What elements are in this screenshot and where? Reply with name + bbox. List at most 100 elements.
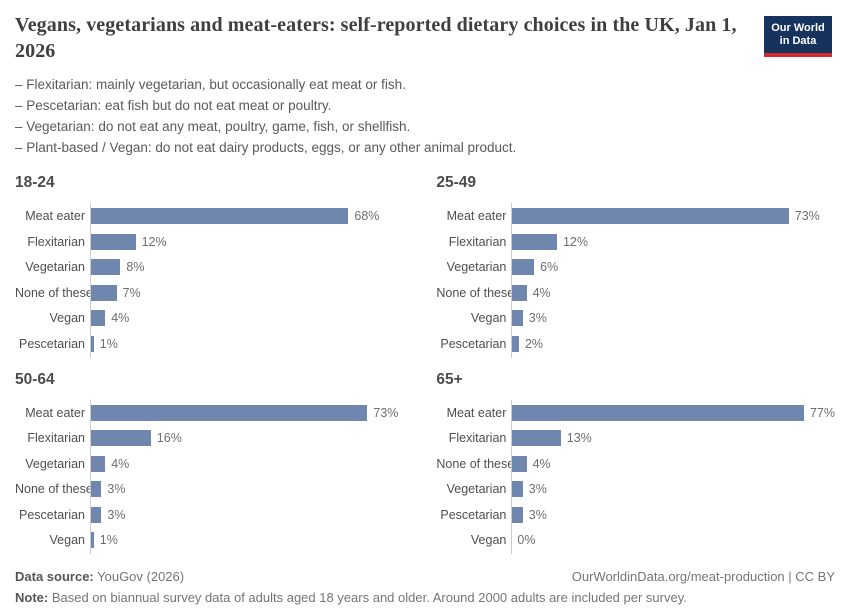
note-value: Based on biannual survey data of adults … xyxy=(48,590,687,605)
bar-area: 4% xyxy=(90,310,129,326)
bar-row: Vegetarian 8% xyxy=(15,259,410,275)
bar-row: Pescetarian 2% xyxy=(436,335,835,352)
value-label: 4% xyxy=(532,456,551,471)
bar-area: 13% xyxy=(511,430,592,446)
note-label: Note: xyxy=(15,590,49,605)
bar-plot: Meat eater 77% Flexitarian 13% None of these… xyxy=(436,399,835,554)
category-label: Pescetarian xyxy=(440,336,507,351)
category-label: Pescetarian xyxy=(440,507,507,522)
bar xyxy=(511,284,527,301)
value-label: 1% xyxy=(99,533,118,547)
bar xyxy=(90,430,151,446)
category-label: None of these xyxy=(15,285,93,300)
value-label: 73% xyxy=(794,209,820,223)
category-label: Flexitarian xyxy=(448,234,507,249)
value-label: 8% xyxy=(126,260,145,274)
panel-age-25-49: 25-49 Meat eater 73% Flexitarian 12% Vegetar… xyxy=(436,174,835,358)
bar-area: 3% xyxy=(511,506,547,523)
bar xyxy=(511,506,523,523)
data-source-value: YouGov (2026) xyxy=(93,569,185,584)
bar-area: 1% xyxy=(90,335,118,352)
bar xyxy=(511,233,557,250)
category-label: Vegan xyxy=(49,311,85,325)
category-label: Flexitarian xyxy=(27,234,85,249)
value-label: 12% xyxy=(562,234,588,249)
bar-area: 6% xyxy=(511,259,558,275)
category-label: Vegan xyxy=(470,311,507,325)
category-label: Meat eater xyxy=(446,209,507,223)
bar-area: 2% xyxy=(511,335,543,352)
value-label: 3% xyxy=(107,507,126,522)
category-label: None of these xyxy=(436,285,515,300)
bar xyxy=(511,208,789,224)
category-label: Vegetarian xyxy=(25,456,85,471)
bar xyxy=(511,310,523,326)
category-label: Meat eater xyxy=(446,405,507,420)
bar xyxy=(90,404,368,421)
value-label: 4% xyxy=(532,285,551,300)
chart-subtitle-definitions: – Flexitarian: mainly vegetarian, but oc… xyxy=(15,74,835,158)
bar-row: Meat eater 77% xyxy=(436,404,835,421)
bar xyxy=(90,335,94,352)
y-axis-line xyxy=(90,203,91,358)
panel-title: 65+ xyxy=(436,370,463,388)
bar-row: Vegan 1% xyxy=(15,532,410,548)
bar xyxy=(511,335,519,352)
bar-area: 12% xyxy=(511,233,588,250)
category-label: Flexitarian xyxy=(27,431,85,445)
value-label: 4% xyxy=(111,456,130,471)
definition-flexitarian: – Flexitarian: mainly vegetarian, but oc… xyxy=(15,77,406,92)
bar-area: 3% xyxy=(511,310,547,326)
panel-title: 18-24 xyxy=(15,174,55,191)
value-label: 16% xyxy=(156,431,182,445)
bar-area: 4% xyxy=(511,455,551,472)
bar-area: 8% xyxy=(90,259,144,275)
bar-row: Meat eater 73% xyxy=(15,404,410,421)
bar xyxy=(90,310,106,326)
bar xyxy=(511,430,561,446)
bar xyxy=(511,481,523,497)
bar-row: Vegetarian 3% xyxy=(436,481,835,497)
bar-area: 7% xyxy=(90,284,141,301)
bar-row: Flexitarian 16% xyxy=(15,430,410,446)
bar-rows: Meat eater 73% Flexitarian 12% Vegetarian 6% N… xyxy=(436,208,835,352)
value-label: 3% xyxy=(528,507,547,522)
bar-plot: Meat eater 68% Flexitarian 12% Vegetarian 8% N… xyxy=(15,203,410,358)
bar xyxy=(90,233,136,250)
bar-area: 68% xyxy=(90,208,379,224)
bar-row: Pescetarian 1% xyxy=(15,335,410,352)
bar xyxy=(511,404,804,421)
panel-title: 25-49 xyxy=(436,174,477,191)
category-label: Vegan xyxy=(470,533,507,547)
definition-pescetarian: – Pescetarian: eat fish but do not eat m… xyxy=(15,98,332,113)
panel-age-18-24: 18-24 Meat eater 68% Flexitarian 12% Vegetar… xyxy=(15,174,410,358)
bar xyxy=(90,532,94,548)
category-label: Vegetarian xyxy=(446,482,507,496)
data-source-label: Data source: xyxy=(15,569,94,584)
owid-logo: Our World in Data xyxy=(764,16,832,57)
bar-area: 3% xyxy=(90,481,125,497)
bar-row: Flexitarian 12% xyxy=(15,233,410,250)
note-line: Note: Based on biannual survey data of a… xyxy=(15,590,687,605)
category-label: Pescetarian xyxy=(18,507,85,522)
bar-plot: Meat eater 73% Flexitarian 12% Vegetarian 6% N… xyxy=(436,203,835,358)
bar-area: 4% xyxy=(90,455,130,472)
bar-row: None of these 7% xyxy=(15,284,410,301)
bar-row: Meat eater 68% xyxy=(15,208,410,224)
bar-row: None of these 4% xyxy=(436,455,835,472)
bar-area: 73% xyxy=(511,208,820,224)
bar xyxy=(90,481,102,497)
value-label: 3% xyxy=(528,482,547,496)
bar xyxy=(90,259,121,275)
bar-rows: Meat eater 68% Flexitarian 12% Vegetarian 8% N… xyxy=(15,208,410,352)
y-axis-line xyxy=(511,203,513,358)
value-label: 3% xyxy=(107,482,126,496)
y-axis-line xyxy=(90,399,91,554)
bar-area: 73% xyxy=(90,404,398,421)
category-label: Vegetarian xyxy=(25,260,85,274)
bar xyxy=(90,455,106,472)
bar xyxy=(90,506,102,523)
chart-title: Vegans, vegetarians and meat-eaters: sel… xyxy=(15,14,737,62)
bar-row: Meat eater 73% xyxy=(436,208,835,224)
panel-age-65-plus: 65+ Meat eater 77% Flexitarian 13% None of t… xyxy=(436,370,835,554)
